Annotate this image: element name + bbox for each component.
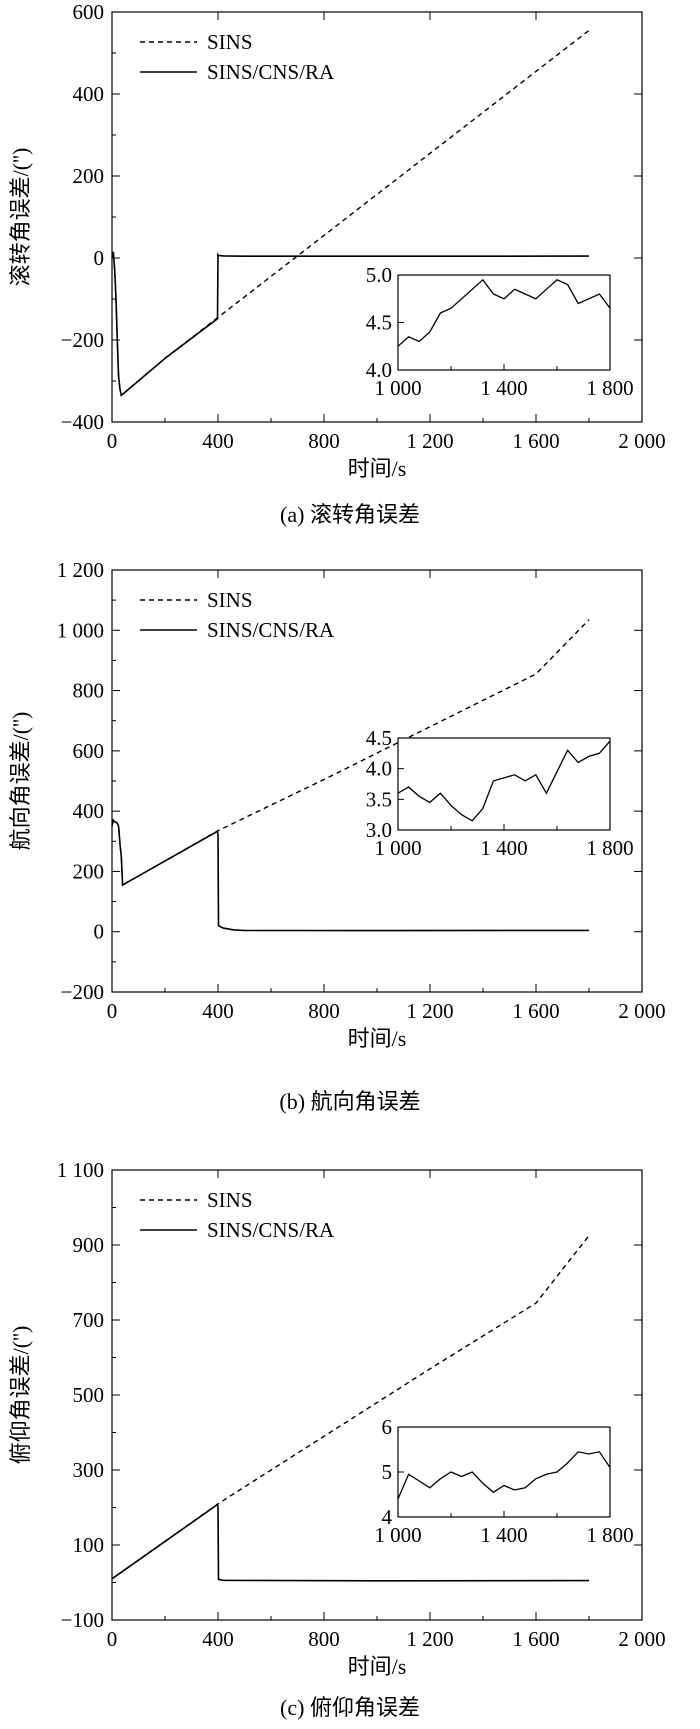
inset-y-tick-label: 3.5 <box>366 787 392 811</box>
y-tick-label: −400 <box>61 410 104 434</box>
x-tick-label: 800 <box>308 999 340 1023</box>
inset-frame <box>397 737 611 831</box>
series-line-sins-cns-ra <box>111 1503 590 1582</box>
y-tick-label: 400 <box>73 82 105 106</box>
inset-y-tick-label: 3.0 <box>366 818 392 842</box>
inset-x-tick-label: 1 800 <box>586 836 633 860</box>
y-axis-label: 俯仰角误差/('') <box>8 1326 33 1465</box>
y-tick-label: 600 <box>73 0 105 24</box>
y-tick-label: 700 <box>73 1308 105 1332</box>
y-axis-label: 滚转角误差/('') <box>8 148 33 287</box>
pitch-error-chart: 0 400 800 1 200 1 600 2 000 −100 100 300 500 700 90… <box>8 1158 666 1679</box>
x-tick-label: 0 <box>107 429 118 453</box>
y-tick-label: 1 000 <box>57 618 104 642</box>
series-line-sins-cns-ra <box>111 818 590 932</box>
plot-frame <box>111 1169 643 1621</box>
x-tick-label: 400 <box>202 429 234 453</box>
inset-x-tick-label: 1 800 <box>586 376 633 400</box>
x-axis-label: 时间/s <box>348 456 407 481</box>
x-tick-label: 0 <box>107 999 118 1023</box>
y-tick-label: −200 <box>61 980 104 1004</box>
y-tick-label: 1 200 <box>57 560 104 582</box>
series-line-sins-cns-ra <box>111 251 590 397</box>
x-tick-label: 1 600 <box>512 999 559 1023</box>
inset-frame <box>397 274 611 371</box>
inset-x-tick-label: 1 400 <box>480 376 527 400</box>
legend-label: SINS <box>207 588 253 612</box>
inset-y-tick-label: 4.0 <box>366 358 392 382</box>
y-tick-label: 400 <box>73 799 105 823</box>
x-tick-label: 2 000 <box>618 999 665 1023</box>
inset-x-tick-label: 1 000 <box>374 1523 421 1547</box>
y-tick-label: 0 <box>94 920 105 944</box>
y-tick-label: 200 <box>73 164 105 188</box>
inset-y-tick-label: 5.0 <box>366 263 392 287</box>
roll-error-caption: (a) 滚转角误差 <box>280 502 420 527</box>
y-tick-label: 900 <box>73 1233 105 1257</box>
x-tick-label: 2 000 <box>618 1627 665 1651</box>
inset-series-line <box>397 740 611 822</box>
y-tick-label: 1 100 <box>57 1158 104 1182</box>
inset-y-tick-label: 4.5 <box>366 726 392 750</box>
y-tick-label: 800 <box>73 679 105 703</box>
y-tick-label: 200 <box>73 859 105 883</box>
x-tick-label: 1 200 <box>406 429 453 453</box>
inset-frame <box>397 1426 611 1518</box>
y-tick-label: 500 <box>73 1383 105 1407</box>
inset-series-line <box>397 278 611 347</box>
x-tick-label: 400 <box>202 999 234 1023</box>
legend-label: SINS/CNS/RA <box>207 1218 335 1242</box>
x-tick-label: 0 <box>107 1627 118 1651</box>
x-tick-label: 1 600 <box>512 1627 559 1651</box>
inset-y-tick-label: 4.0 <box>366 757 392 781</box>
x-tick-label: 400 <box>202 1627 234 1651</box>
inset-x-tick-label: 1 000 <box>374 376 421 400</box>
inset-x-tick-label: 1 000 <box>374 836 421 860</box>
inset-x-tick-label: 1 400 <box>480 836 527 860</box>
legend-label: SINS <box>207 1188 253 1212</box>
y-axis-label: 航向角误差/('') <box>8 712 33 851</box>
yaw-error-caption: (b) 航向角误差 <box>279 1089 421 1114</box>
legend-label: SINS <box>207 30 253 54</box>
legend-label: SINS/CNS/RA <box>207 618 335 642</box>
y-tick-label: −100 <box>61 1608 104 1632</box>
x-axis-label: 时间/s <box>348 1026 407 1051</box>
inset-y-tick-label: 6 <box>382 1415 393 1439</box>
yaw-error-chart: 0 400 800 1 200 1 600 2 000−20002004006008001… <box>8 560 666 1051</box>
legend-label: SINS/CNS/RA <box>207 60 335 84</box>
pitch-error-caption: (c) 俯仰角误差 <box>280 1695 420 1720</box>
y-tick-label: 0 <box>94 246 105 270</box>
x-tick-label: 1 200 <box>406 999 453 1023</box>
y-tick-label: 300 <box>73 1458 105 1482</box>
y-tick-label: 600 <box>73 739 105 763</box>
x-tick-label: 1 600 <box>512 429 559 453</box>
inset-series-line <box>397 1451 611 1500</box>
inset-y-tick-label: 4 <box>382 1505 393 1529</box>
x-tick-label: 800 <box>308 1627 340 1651</box>
inset-y-tick-label: 5 <box>382 1460 393 1484</box>
inset-x-tick-label: 1 400 <box>480 1523 527 1547</box>
x-axis-label: 时间/s <box>348 1654 407 1679</box>
x-tick-label: 2 000 <box>618 429 665 453</box>
roll-error-chart: 0 400 800 1 200 1 600 2 000 −400 −200 0 200 400 600… <box>8 0 666 481</box>
inset-x-tick-label: 1 800 <box>586 1523 633 1547</box>
inset-y-tick-label: 4.5 <box>366 311 392 335</box>
x-tick-label: 800 <box>308 429 340 453</box>
x-tick-label: 1 200 <box>406 1627 453 1651</box>
y-tick-label: 100 <box>73 1533 105 1557</box>
y-tick-label: −200 <box>61 328 104 352</box>
